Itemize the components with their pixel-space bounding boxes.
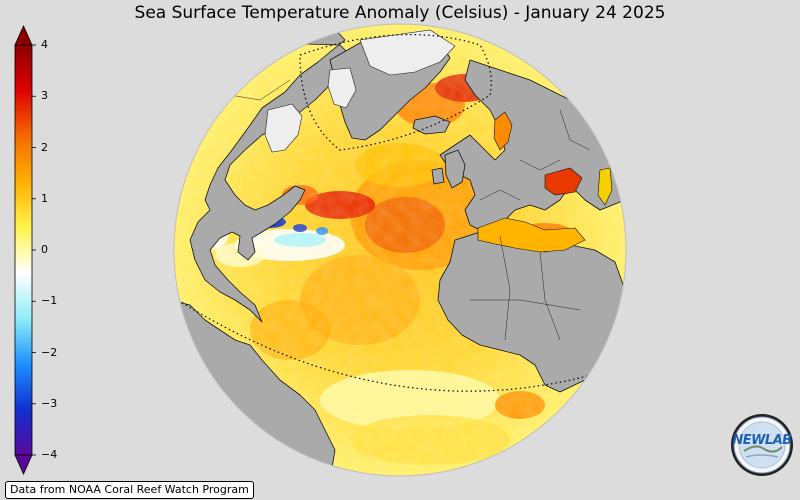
border-line bbox=[499, 235, 511, 341]
map-title: Sea Surface Temperature Anomaly (Celsius… bbox=[134, 3, 666, 23]
country-borders bbox=[199, 79, 591, 341]
colorbar-tick-label: −2 bbox=[41, 345, 58, 359]
baltic-sea bbox=[493, 111, 513, 151]
colorbar-tick-label: −1 bbox=[41, 294, 58, 308]
latitude-lines bbox=[177, 33, 626, 392]
colorbar-tick-label: 1 bbox=[41, 191, 48, 205]
colorbar-ticks bbox=[32, 44, 36, 456]
newlab-logo: NEWLAB bbox=[730, 413, 794, 477]
europe-land bbox=[439, 59, 626, 231]
ireland-land bbox=[431, 167, 445, 185]
logo-text: NEWLAB bbox=[732, 433, 792, 448]
arctic-sea-ice bbox=[359, 29, 456, 76]
data-credit: Data from NOAA Coral Reef Watch Program bbox=[5, 481, 254, 499]
logo-badge-icon bbox=[731, 414, 793, 476]
hudson-bay-ice bbox=[264, 103, 303, 153]
border-line bbox=[539, 251, 561, 341]
border-line bbox=[559, 109, 591, 151]
colorbar-tick-label: 3 bbox=[41, 89, 48, 103]
border-line bbox=[479, 189, 521, 201]
colorbar-max-extend bbox=[14, 25, 33, 46]
colorbar-tick-label: 0 bbox=[41, 243, 48, 256]
border-line bbox=[470, 299, 581, 311]
colorbar bbox=[14, 25, 36, 475]
colorbar-gradient bbox=[14, 44, 33, 456]
colorbar-tick-label: 4 bbox=[41, 38, 48, 51]
colorbar-min-extend bbox=[14, 454, 33, 475]
mediterranean-sea bbox=[477, 217, 586, 253]
border-line bbox=[519, 159, 561, 171]
sea-ice bbox=[264, 29, 456, 153]
colorbar-tick-label: −4 bbox=[41, 448, 58, 461]
globe-content bbox=[174, 24, 626, 476]
british-isles-land bbox=[444, 149, 466, 189]
globe-outline bbox=[173, 23, 627, 477]
inland-seas bbox=[477, 111, 613, 253]
black-sea bbox=[544, 167, 583, 196]
caspian-sea bbox=[597, 167, 613, 206]
colorbar-tick-label: 2 bbox=[41, 140, 48, 154]
colorbar-tick-label: −3 bbox=[41, 396, 58, 410]
arctic-circle-line bbox=[299, 33, 492, 151]
baffin-bay-ice bbox=[327, 67, 357, 109]
